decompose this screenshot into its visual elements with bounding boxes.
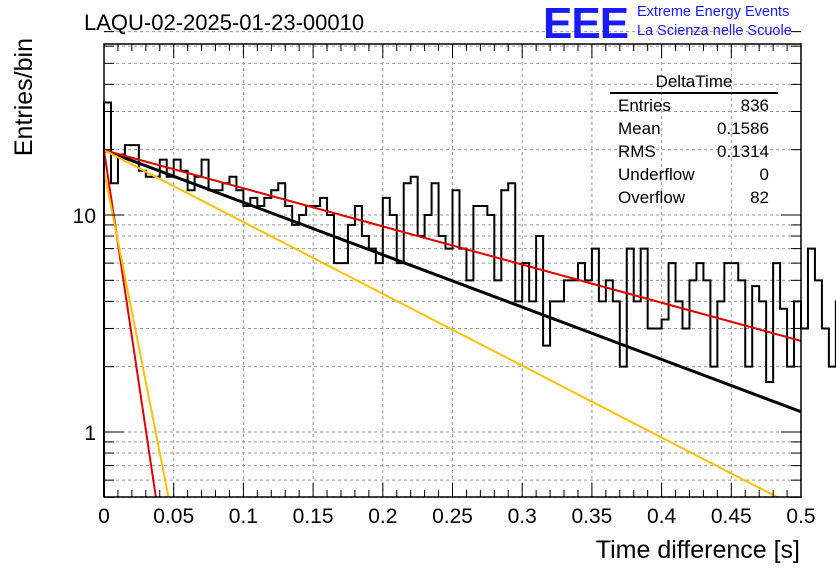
y-tick-label: 10	[73, 205, 96, 228]
logo-line-1: Extreme Energy Events	[637, 4, 790, 20]
stats-label: Overflow	[618, 188, 686, 207]
stats-row: RMS 0.1314	[610, 140, 778, 163]
stats-row: Overflow 82	[610, 186, 778, 209]
stats-row: Underflow 0	[610, 163, 778, 186]
histogram	[103, 101, 836, 497]
stats-label: Entries	[618, 96, 671, 115]
line-fit	[104, 148, 801, 414]
stats-value: 82	[750, 188, 769, 207]
logo-line-2: La Scienza nelle Scuole	[637, 23, 792, 39]
y-axis-label: Entries/bin	[10, 38, 38, 156]
x-tick-label: 0.2	[368, 505, 397, 528]
x-tick-label: 0.5	[786, 505, 815, 528]
grid	[103, 31, 802, 498]
stats-value: 836	[740, 96, 769, 115]
stats-title: DeltaTime	[610, 72, 778, 94]
stats-row: Entries 836	[610, 94, 778, 117]
stats-label: RMS	[618, 142, 656, 161]
x-tick-label: 0.35	[571, 505, 612, 528]
axis-ticks: 0 0.05 0.1 0.15 0.2 0.25 0.3 0.35 0.4 0.45 0.5 1 10	[73, 31, 816, 528]
stats-label: Mean	[618, 119, 661, 138]
stats-value: 0.1586	[717, 119, 769, 138]
line-upper	[104, 149, 801, 342]
fit-lines	[104, 148, 801, 497]
stats-value: 0.1314	[717, 142, 769, 161]
x-tick-label: 0.1	[229, 505, 258, 528]
x-axis-label: Time difference [s]	[596, 536, 800, 564]
line-lower-steep	[104, 170, 170, 497]
stats-label: Underflow	[618, 165, 695, 184]
chart-title: LAQU-02-2025-01-23-00010	[84, 10, 365, 35]
stats-box: DeltaTime Entries 836 Mean 0.1586 RMS 0.…	[610, 72, 778, 209]
x-tick-label: 0.3	[508, 505, 537, 528]
x-tick-label: 0.05	[153, 505, 194, 528]
line-lower	[104, 149, 780, 497]
histogram-steps	[103, 101, 836, 497]
x-tick-label: 0.4	[647, 505, 677, 528]
y-tick-label: 1	[84, 422, 96, 445]
x-tick-label: 0	[98, 505, 110, 528]
eee-logo: EEE	[543, 0, 629, 48]
stats-value: 0	[759, 165, 769, 184]
x-tick-label: 0.25	[432, 505, 473, 528]
x-tick-label: 0.15	[293, 505, 334, 528]
stats-row: Mean 0.1586	[610, 117, 778, 140]
x-tick-label: 0.45	[711, 505, 752, 528]
line-upper-steep	[104, 150, 157, 497]
